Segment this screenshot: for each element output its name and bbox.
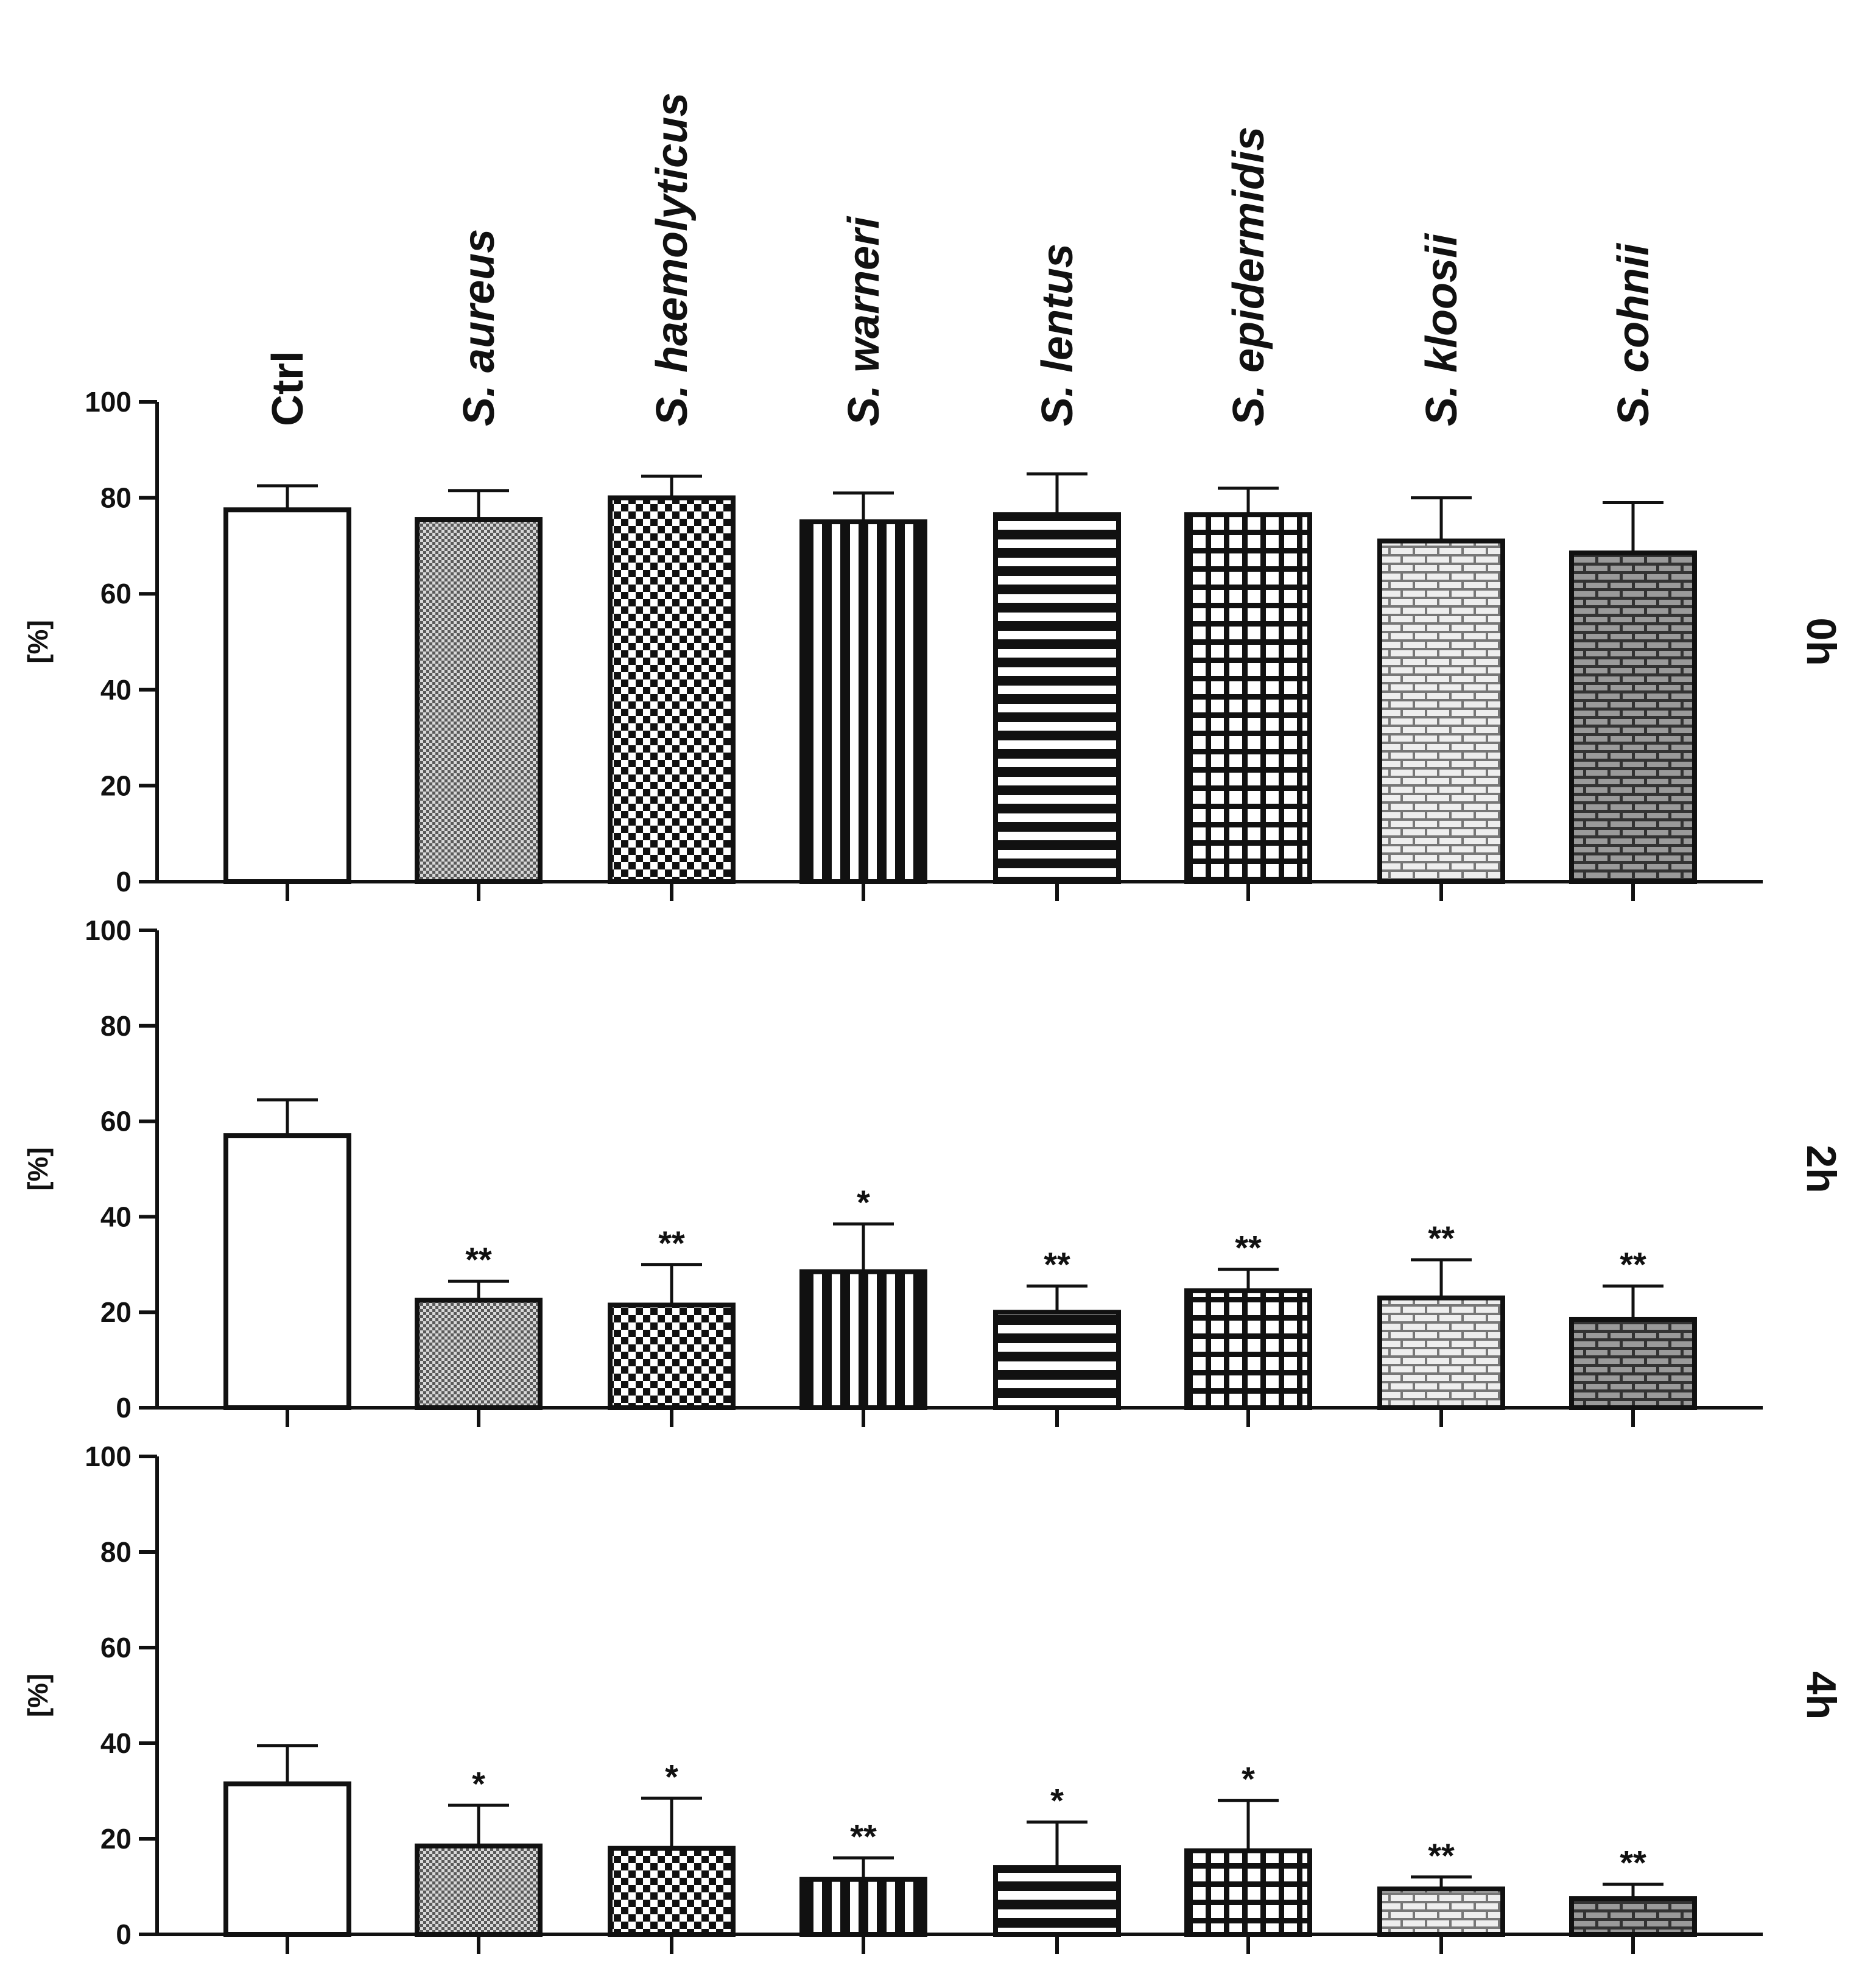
bar [799,1269,927,1411]
category-label: S. cohnii [1609,242,1658,426]
category-label: S. kloosii [1418,233,1466,426]
y-tick-label: 80 [100,1010,132,1042]
bar [608,495,736,884]
y-tick-label: 40 [100,1727,132,1759]
significance-marker: ** [1235,1229,1262,1267]
significance-marker: * [1050,1782,1064,1820]
y-axis-label: [%] [22,620,54,664]
panel-label: 2h [1798,1145,1844,1193]
significance-marker: ** [465,1240,492,1279]
bar [415,1843,543,1937]
significance-marker: * [665,1757,678,1796]
category-labels: Ctrl S. aureus S. haemolyticus S. warneri S.… [264,93,1658,426]
y-tick-label: 20 [100,1823,132,1855]
y-tick-label: 100 [85,1441,132,1472]
bar [608,1845,736,1937]
y-tick-label: 40 [100,1201,132,1232]
bar [1569,1316,1697,1410]
significance-marker: ** [658,1224,685,1262]
y-tick-label: 20 [100,1296,132,1328]
bar [415,1298,543,1411]
bar [1184,1848,1312,1937]
bar [1377,1295,1505,1410]
y-tick-label: 80 [100,482,132,514]
significance-marker: * [857,1183,870,1221]
significance-marker: ** [1044,1245,1070,1283]
bar [415,517,543,884]
bar [223,1781,351,1937]
bar [223,1133,351,1410]
y-tick-label: 20 [100,770,132,801]
bar [1377,538,1505,884]
bar [1184,1288,1312,1410]
bar [799,1877,927,1937]
significance-marker: ** [1428,1219,1455,1257]
y-tick-label: 60 [100,1632,132,1663]
bar [993,1865,1121,1937]
category-label: Ctrl [264,351,312,426]
y-tick-label: 0 [116,866,132,897]
category-label: S. lentus [1033,244,1082,426]
bar [1569,550,1697,884]
y-tick-label: 100 [85,386,132,418]
bar [608,1302,736,1410]
category-label: S. haemolyticus [648,93,697,426]
bar [223,507,351,884]
significance-marker: ** [1428,1836,1455,1875]
significance-marker: * [1242,1760,1255,1798]
bar [1184,512,1312,884]
bar [1377,1886,1505,1937]
y-tick-label: 60 [100,578,132,609]
significance-marker: * [472,1765,485,1803]
category-label: S. aureus [455,229,504,426]
y-tick-label: 0 [116,1919,132,1950]
panel-0h: 0 20 40 60 80 100 [%] 0h [22,386,1844,901]
panel-label: 0h [1798,617,1844,665]
y-tick-label: 100 [85,915,132,946]
panel-label: 4h [1798,1671,1844,1719]
y-tick-label: 60 [100,1106,132,1137]
significance-marker: ** [850,1817,877,1855]
bar [993,512,1121,884]
y-axis-label: [%] [22,1674,54,1718]
y-tick-label: 80 [100,1536,132,1568]
y-tick-label: 0 [116,1392,132,1424]
category-label: S. warneri [840,216,888,426]
significance-marker: ** [1620,1844,1646,1882]
bar [993,1310,1121,1410]
bar [799,519,927,884]
significance-marker: ** [1620,1245,1646,1283]
category-label: S. epidermidis [1224,127,1273,426]
y-axis-label: [%] [22,1147,54,1191]
y-tick-label: 40 [100,674,132,706]
bar [1569,1896,1697,1937]
